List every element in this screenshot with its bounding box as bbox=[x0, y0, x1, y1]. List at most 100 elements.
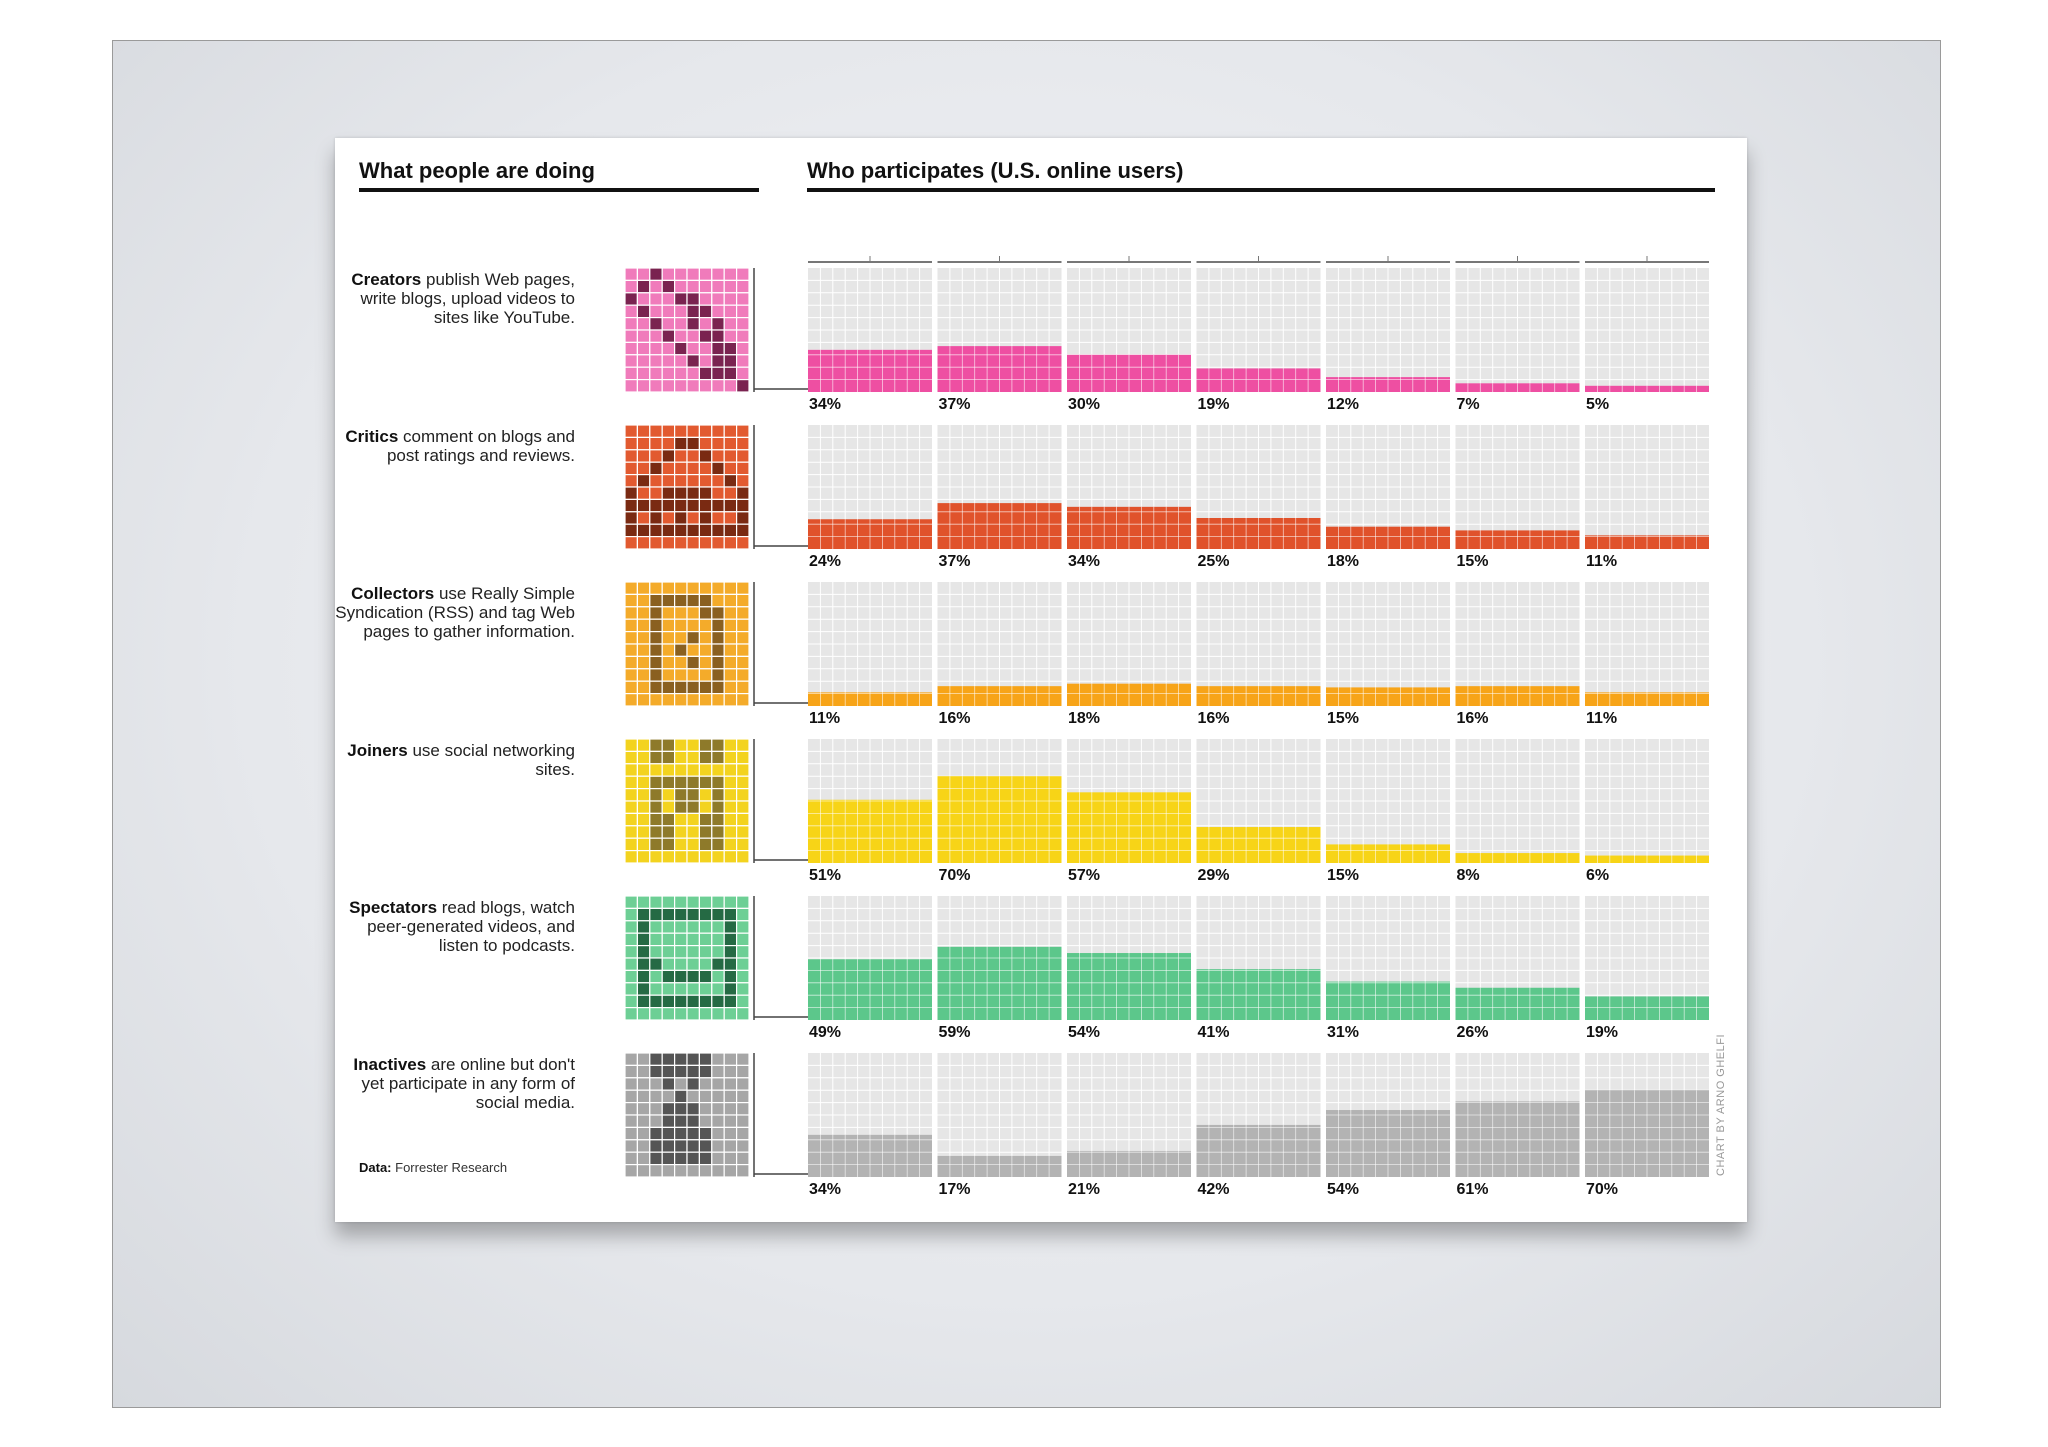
icon-cell bbox=[649, 907, 663, 922]
icon-cell bbox=[661, 1114, 676, 1128]
icon-cell bbox=[624, 354, 638, 368]
icon-cell bbox=[698, 969, 713, 984]
activity-name: Collectors bbox=[351, 584, 435, 603]
icon-cell bbox=[636, 994, 651, 1009]
icon-cell bbox=[711, 366, 725, 381]
icon-cell bbox=[636, 474, 651, 488]
icon-cell bbox=[636, 424, 651, 438]
icon-cell bbox=[698, 461, 713, 476]
icon-cell bbox=[661, 449, 676, 463]
icon-cell bbox=[661, 304, 676, 319]
icon-cell bbox=[624, 474, 638, 488]
icon-cell bbox=[624, 317, 638, 331]
icon-cell bbox=[711, 486, 725, 500]
icon-cell bbox=[674, 1151, 688, 1166]
icon-cell bbox=[686, 631, 700, 645]
icon-cell bbox=[711, 618, 725, 633]
icon-cell bbox=[636, 895, 651, 909]
activity-name: Creators bbox=[351, 270, 422, 289]
icon-cell bbox=[674, 643, 688, 657]
icon-cell bbox=[636, 461, 651, 476]
icon-cell bbox=[674, 449, 688, 463]
icon-cell bbox=[636, 1151, 651, 1166]
icon-cell bbox=[674, 1139, 688, 1153]
icon-cell bbox=[698, 486, 713, 500]
icon-cell bbox=[636, 267, 651, 281]
icon-cell bbox=[686, 907, 700, 922]
icon-cell bbox=[711, 680, 725, 695]
icon-cell bbox=[723, 461, 738, 476]
icon-cell bbox=[674, 849, 688, 864]
icon-cell bbox=[736, 1006, 750, 1021]
icon-cell bbox=[686, 994, 700, 1009]
icon-cell bbox=[674, 680, 688, 695]
icon-cell bbox=[698, 957, 713, 971]
icon-cell bbox=[636, 511, 651, 525]
icon-cell bbox=[698, 763, 713, 777]
icon-cell bbox=[636, 486, 651, 500]
icon-cell bbox=[698, 379, 713, 393]
icon-cell bbox=[736, 631, 750, 645]
icon-cell bbox=[711, 920, 725, 934]
icon-cell bbox=[698, 944, 713, 959]
icon-cell bbox=[649, 498, 663, 513]
icon-cell bbox=[661, 379, 676, 393]
icon-cell bbox=[698, 750, 713, 765]
icon-cell bbox=[661, 738, 676, 752]
percent-label: 51% bbox=[809, 867, 842, 884]
icon-cell bbox=[686, 523, 700, 538]
icon-cell bbox=[686, 618, 700, 633]
icon-cell bbox=[698, 292, 713, 306]
icon-cell bbox=[686, 932, 700, 947]
percent-label: 41% bbox=[1197, 1024, 1230, 1041]
data-source: Data: Forrester Research bbox=[359, 1160, 507, 1175]
icon-cell bbox=[661, 957, 676, 971]
icon-cell bbox=[624, 1139, 638, 1153]
icon-cell bbox=[649, 536, 663, 550]
icon-cell bbox=[698, 825, 713, 839]
icon-cell bbox=[624, 643, 638, 657]
percent-label: 57% bbox=[1068, 867, 1101, 884]
icon-cell bbox=[736, 379, 750, 393]
icon-cell bbox=[661, 982, 676, 996]
icon-cell bbox=[661, 1077, 676, 1091]
icon-cell bbox=[661, 787, 676, 802]
icon-cell bbox=[624, 436, 638, 451]
icon-cell bbox=[736, 920, 750, 934]
icon-cell bbox=[711, 304, 725, 319]
icon-cell bbox=[736, 775, 750, 790]
icon-cell bbox=[674, 944, 688, 959]
icon-cell bbox=[723, 1101, 738, 1116]
icon-cell bbox=[723, 680, 738, 695]
icon-cell bbox=[661, 994, 676, 1009]
icon-cell bbox=[698, 341, 713, 356]
icon-cell bbox=[674, 932, 688, 947]
icon-cell bbox=[736, 1077, 750, 1091]
icon-cell bbox=[736, 825, 750, 839]
icon-cell bbox=[723, 1006, 738, 1021]
icon-cell bbox=[698, 1114, 713, 1128]
percent-label: 21% bbox=[1068, 1181, 1101, 1198]
icon-cell bbox=[723, 279, 738, 294]
icon-cell bbox=[624, 994, 638, 1009]
icon-cell bbox=[686, 1077, 700, 1091]
icon-cell bbox=[723, 932, 738, 947]
icon-cell bbox=[686, 1139, 700, 1153]
icon-cell bbox=[736, 279, 750, 294]
activity-detail: read blogs, watch peer-generated videos,… bbox=[367, 898, 575, 955]
icon-cell bbox=[736, 1101, 750, 1116]
activity-description-inactives: Inactives are online but don't yet parti… bbox=[335, 1055, 575, 1112]
icon-cell bbox=[674, 655, 688, 670]
icon-cell bbox=[736, 643, 750, 657]
icon-cell bbox=[636, 668, 651, 682]
icon-cell bbox=[636, 292, 651, 306]
icon-cell bbox=[674, 763, 688, 777]
icon-cell bbox=[686, 379, 700, 393]
icon-cell bbox=[711, 279, 725, 294]
icon-cell bbox=[674, 957, 688, 971]
icon-cell bbox=[698, 523, 713, 538]
icon-cell bbox=[649, 837, 663, 852]
icon-cell bbox=[723, 593, 738, 608]
icon-cell bbox=[649, 1139, 663, 1153]
icon-cell bbox=[736, 341, 750, 356]
